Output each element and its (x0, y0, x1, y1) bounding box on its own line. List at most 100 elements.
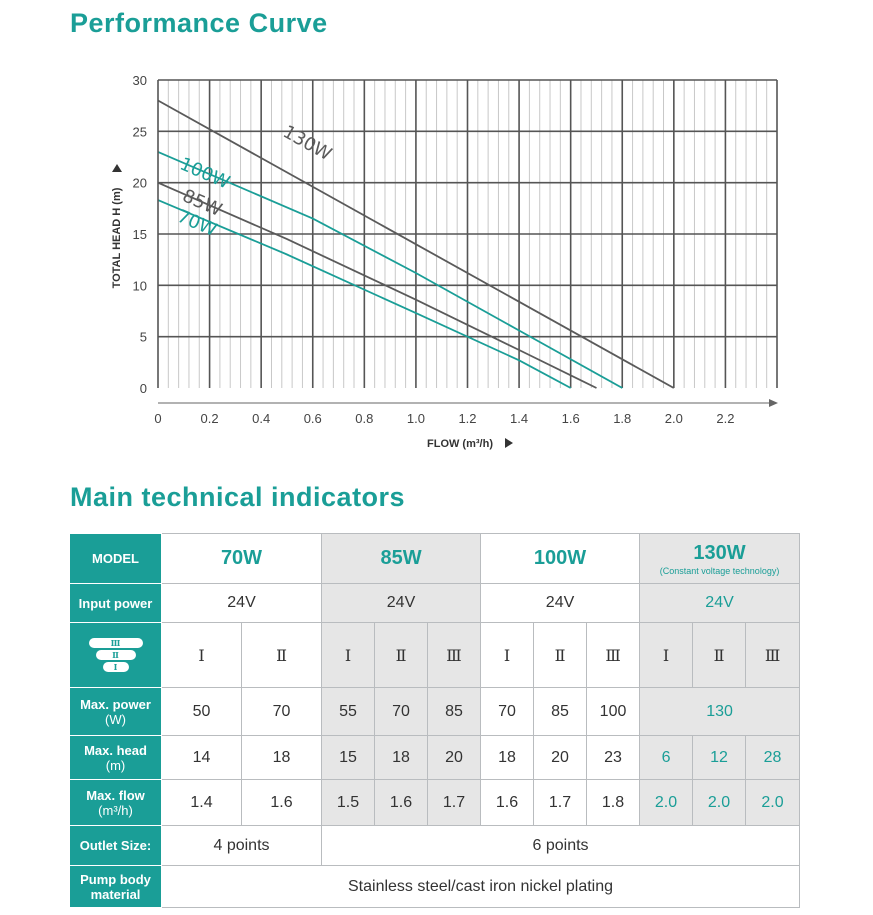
x-tick-label: 0.2 (201, 411, 219, 426)
value-cell: 85 (533, 687, 588, 736)
x-tick-label: 0.6 (304, 411, 322, 426)
value-cell: 1.6 (241, 779, 322, 826)
value-cell: 15 (321, 735, 375, 780)
speed-cell: Ⅰ (480, 622, 535, 688)
value-cell: 1.7 (533, 779, 588, 826)
value-cell: 23 (586, 735, 641, 780)
table-title: Main technical indicators (70, 482, 406, 512)
input-power-row: Input power 24V 24V 24V 24V (69, 583, 801, 623)
value-cell: 20 (533, 735, 588, 780)
x-tick-label: 1.4 (510, 411, 528, 426)
outlet-value: 6 points (320, 825, 801, 866)
value-cell: 12 (692, 735, 747, 780)
speed-cell: Ⅰ (161, 622, 242, 688)
value-cell: 2.0 (639, 779, 694, 826)
speed-cell: Ⅱ (692, 622, 747, 688)
series-line-85w (157, 181, 597, 389)
x-tick-label: 2.2 (716, 411, 734, 426)
performance-chart: 0 5 10 15 20 25 30 0 0.2 0.4 0.6 0.8 1.0 1.2 1.4 1.6 1.… (111, 73, 778, 450)
model-130w-note: (Constant voltage technology) (659, 565, 780, 576)
x-tick-label: 0.8 (355, 411, 373, 426)
chart-title: Performance Curve (70, 8, 328, 38)
speed-cell: Ⅱ (533, 622, 588, 688)
material-label: Pump body material (69, 865, 162, 908)
max-flow-label: Max. flow (m³/h) (69, 779, 162, 826)
model-130w: 130W (Constant voltage technology) (639, 533, 801, 584)
max-power-label: Max. power (W) (69, 687, 162, 736)
series-line-100w (157, 151, 623, 389)
value-cell: 100 (586, 687, 641, 736)
series-label-130w: 130W (279, 121, 335, 165)
value-cell: 28 (745, 735, 801, 780)
value-cell: 1.7 (426, 779, 482, 826)
axes (112, 80, 778, 448)
y-tick-label: 15 (133, 227, 147, 242)
y-tick-label: 30 (133, 73, 147, 88)
y-tick-label: 10 (133, 278, 147, 293)
value-cell: 18 (480, 735, 535, 780)
value-cell: 1.6 (480, 779, 535, 826)
speed-label-cell: Ⅲ Ⅱ Ⅰ (69, 622, 162, 688)
value-cell: 55 (321, 687, 375, 736)
speed-cell: Ⅰ (321, 622, 375, 688)
value-cell: 2.0 (692, 779, 747, 826)
value-cell: 1.4 (161, 779, 242, 826)
value-cell: 6 (639, 735, 694, 780)
y-axis-title-arrow-icon (112, 164, 122, 172)
y-tick-label: 5 (140, 330, 147, 345)
outlet-value: 4 points (161, 825, 322, 866)
model-70w: 70W (161, 533, 322, 584)
model-row: MODEL 70W 85W 100W 130W (Constant voltag… (69, 533, 801, 584)
x-tick-labels: 0 0.2 0.4 0.6 0.8 1.0 1.2 1.4 1.6 1.8 2.0 2.2 (154, 411, 734, 426)
value-cell: 2.0 (745, 779, 801, 826)
input-power-label: Input power (69, 583, 162, 623)
x-axis-arrow-icon (769, 399, 778, 407)
x-tick-label: 0 (154, 411, 161, 426)
input-power-100w: 24V (480, 583, 641, 623)
max-head-label: Max. head (m) (69, 735, 162, 780)
input-power-85w: 24V (320, 583, 482, 623)
x-tick-label: 0.4 (252, 411, 270, 426)
value-cell: 14 (161, 735, 242, 780)
x-axis-title: FLOW (m³/h) (427, 438, 493, 450)
x-tick-label: 1.0 (407, 411, 425, 426)
y-tick-labels: 0 5 10 15 20 25 30 (133, 73, 147, 396)
value-cell: 20 (426, 735, 482, 780)
max-flow-row: Max. flow (m³/h) 1.4 1.6 1.5 1.6 1.7 1.6 … (69, 779, 801, 826)
model-85w: 85W (320, 533, 482, 584)
series-group (157, 99, 675, 389)
value-cell: 50 (161, 687, 242, 736)
speed-cell: Ⅰ (639, 622, 694, 688)
value-cell: 130 (639, 687, 801, 736)
speed-cell: Ⅲ (586, 622, 641, 688)
value-cell: 70 (241, 687, 322, 736)
x-tick-label: 1.6 (562, 411, 580, 426)
series-line-70w (157, 199, 572, 389)
value-cell: 1.8 (586, 779, 641, 826)
input-power-130w: 24V (639, 583, 801, 623)
max-power-row: Max. power (W) 50 70 55 70 85 70 85 100 1… (69, 687, 801, 736)
outlet-row: Outlet Size: 4 points 6 points (69, 825, 801, 866)
value-cell: 18 (241, 735, 322, 780)
x-tick-label: 2.0 (665, 411, 683, 426)
value-cell: 1.6 (374, 779, 428, 826)
technical-indicators-table: MODEL 70W 85W 100W 130W (Constant voltag… (69, 533, 801, 908)
series-line-130w (157, 99, 675, 389)
series-label-100w: 100W (177, 154, 233, 194)
y-axis-title: TOTAL HEAD H (m) (111, 187, 123, 288)
value-cell: 70 (480, 687, 535, 736)
speed-cell: Ⅱ (241, 622, 322, 688)
model-100w: 100W (480, 533, 641, 584)
speed-cell: Ⅲ (745, 622, 801, 688)
speed-cell: Ⅲ (426, 622, 482, 688)
speed-row: Ⅲ Ⅱ Ⅰ Ⅰ Ⅱ Ⅰ Ⅱ Ⅲ Ⅰ Ⅱ Ⅲ Ⅰ Ⅱ Ⅲ (69, 622, 801, 688)
model-label: MODEL (69, 533, 162, 584)
max-head-row: Max. head (m) 14 18 15 18 20 18 20 23 6 1… (69, 735, 801, 780)
y-tick-label: 0 (140, 381, 147, 396)
value-cell: 85 (426, 687, 482, 736)
x-tick-label: 1.2 (458, 411, 476, 426)
value-cell: 1.5 (321, 779, 375, 826)
input-power-70w: 24V (161, 583, 322, 623)
material-value: Stainless steel/cast iron nickel plating (160, 865, 801, 908)
